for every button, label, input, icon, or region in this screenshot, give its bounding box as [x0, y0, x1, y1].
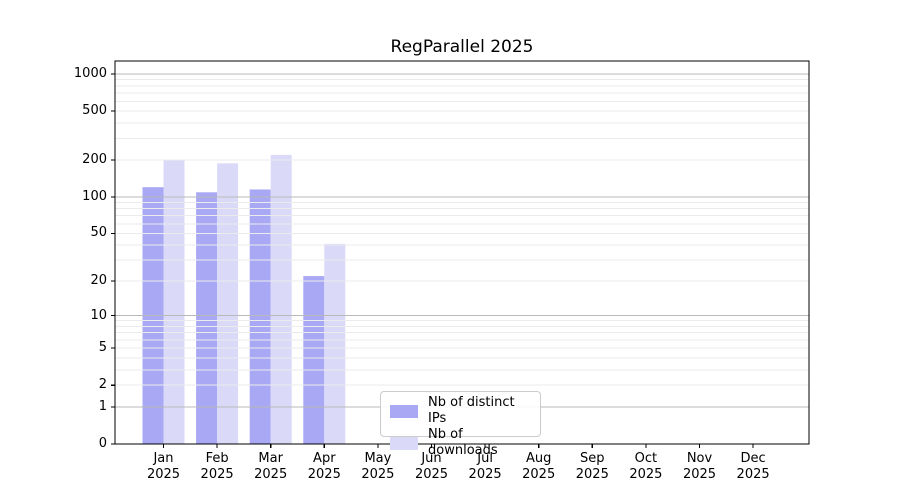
bar-mar-downloads	[270, 154, 292, 444]
bar-apr-downloads	[324, 243, 346, 444]
y-tick-label: 10	[90, 307, 107, 323]
y-tick-label: 50	[90, 225, 107, 241]
x-tick-month: Mar	[258, 451, 283, 466]
x-tick-year: 2025	[254, 467, 288, 482]
x-tick-label: Nov 2025	[668, 451, 732, 483]
bar-feb-downloads	[217, 163, 239, 444]
x-tick-label: Mar 2025	[239, 451, 303, 483]
legend-item-downloads: Nb of downloads	[390, 427, 532, 459]
y-tick-label: 100	[82, 188, 107, 204]
y-tick-label: 1	[98, 398, 107, 414]
x-tick-year: 2025	[575, 467, 609, 482]
x-tick-label: Sep 2025	[560, 451, 624, 483]
x-tick-label: Feb 2025	[185, 451, 249, 483]
y-tick-label: 200	[82, 152, 107, 168]
x-tick-year: 2025	[736, 467, 770, 482]
x-tick-label: Dec 2025	[721, 451, 785, 483]
x-tick-month: Feb	[205, 451, 229, 466]
legend-label-downloads: Nb of downloads	[428, 427, 498, 458]
x-tick-label: Jul 2025	[453, 451, 517, 483]
x-tick-year: 2025	[200, 467, 234, 482]
x-tick-month: Aug	[525, 451, 552, 466]
x-tick-year: 2025	[629, 467, 663, 482]
x-tick-year: 2025	[307, 467, 341, 482]
x-tick-year: 2025	[468, 467, 502, 482]
legend-swatch-distinct-ips	[390, 404, 418, 418]
x-tick-year: 2025	[414, 467, 449, 482]
x-tick-year: 2025	[522, 467, 556, 482]
bar-mar-distinct-ips	[249, 189, 271, 444]
legend-label-distinct-ips: Nb of distinct IPs	[428, 395, 515, 426]
x-tick-month: Dec	[740, 451, 766, 466]
x-tick-year: 2025	[146, 467, 181, 482]
x-tick-label: Jan 2025	[132, 451, 196, 483]
plot-border	[114, 60, 810, 445]
bar-jan-downloads	[163, 160, 185, 444]
x-tick-month: Jan	[153, 451, 174, 466]
y-tick-label: 1000	[73, 66, 107, 82]
x-tick-label: Oct 2025	[614, 451, 678, 483]
x-tick-year: 2025	[361, 467, 395, 482]
x-tick-month: Jun	[421, 451, 442, 466]
bar-feb-distinct-ips	[196, 192, 218, 444]
y-tick-label: 500	[82, 103, 107, 119]
x-tick-label: Apr 2025	[292, 451, 356, 483]
y-tick-label: 5	[98, 340, 107, 356]
chart-title: RegParallel 2025	[390, 37, 534, 57]
x-tick-month: Apr	[313, 451, 336, 466]
x-tick-label: May 2025	[346, 451, 410, 483]
y-tick-label: 2	[98, 377, 107, 393]
bar-apr-distinct-ips	[303, 276, 325, 444]
x-tick-month: Nov	[686, 451, 713, 466]
legend: Nb of distinct IPs Nb of downloads	[380, 391, 541, 458]
x-tick-label: Aug 2025	[507, 451, 571, 483]
x-tick-month: May	[364, 451, 392, 466]
x-tick-month: Oct	[634, 451, 658, 466]
x-tick-month: Sep	[580, 451, 605, 466]
y-tick-label: 0	[98, 436, 107, 451]
x-tick-year: 2025	[682, 467, 717, 482]
legend-item-distinct-ips: Nb of distinct IPs	[390, 395, 532, 427]
x-tick-label: Jun 2025	[400, 451, 464, 483]
legend-swatch-downloads	[390, 436, 418, 450]
x-tick-month: Jul	[477, 451, 493, 466]
y-tick-label: 20	[90, 272, 107, 288]
